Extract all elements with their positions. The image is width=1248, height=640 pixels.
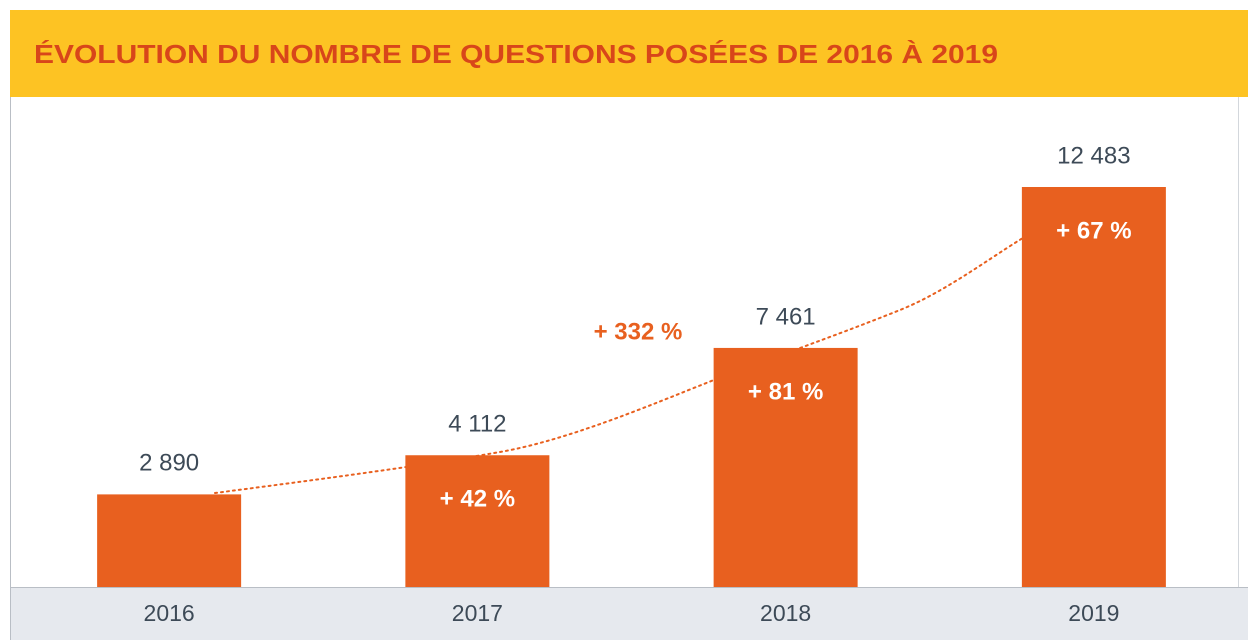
value-label: 2 890 [139,450,199,477]
x-tick-label: 2017 [452,600,503,626]
bar [713,347,858,587]
growth-label: + 67 % [1056,217,1131,244]
growth-label: + 81 % [748,378,823,405]
header-band [10,10,1248,97]
x-tick-label: 2019 [1068,600,1119,626]
x-tick-label: 2018 [760,600,811,626]
growth-label: + 42 % [440,486,515,513]
bar [405,455,550,587]
bar [1021,187,1166,587]
value-label: 7 461 [756,303,816,330]
x-tick-label: 2016 [144,600,195,626]
value-label: 4 112 [448,411,506,438]
chart-title: ÉVOLUTION DU NOMBRE DE QUESTIONS POSÉES … [34,39,998,69]
axis-band [11,587,1248,640]
annotation: + 332 % [594,318,683,345]
trend-line [214,230,1036,494]
bar [97,494,242,587]
value-label: 12 483 [1057,142,1130,169]
